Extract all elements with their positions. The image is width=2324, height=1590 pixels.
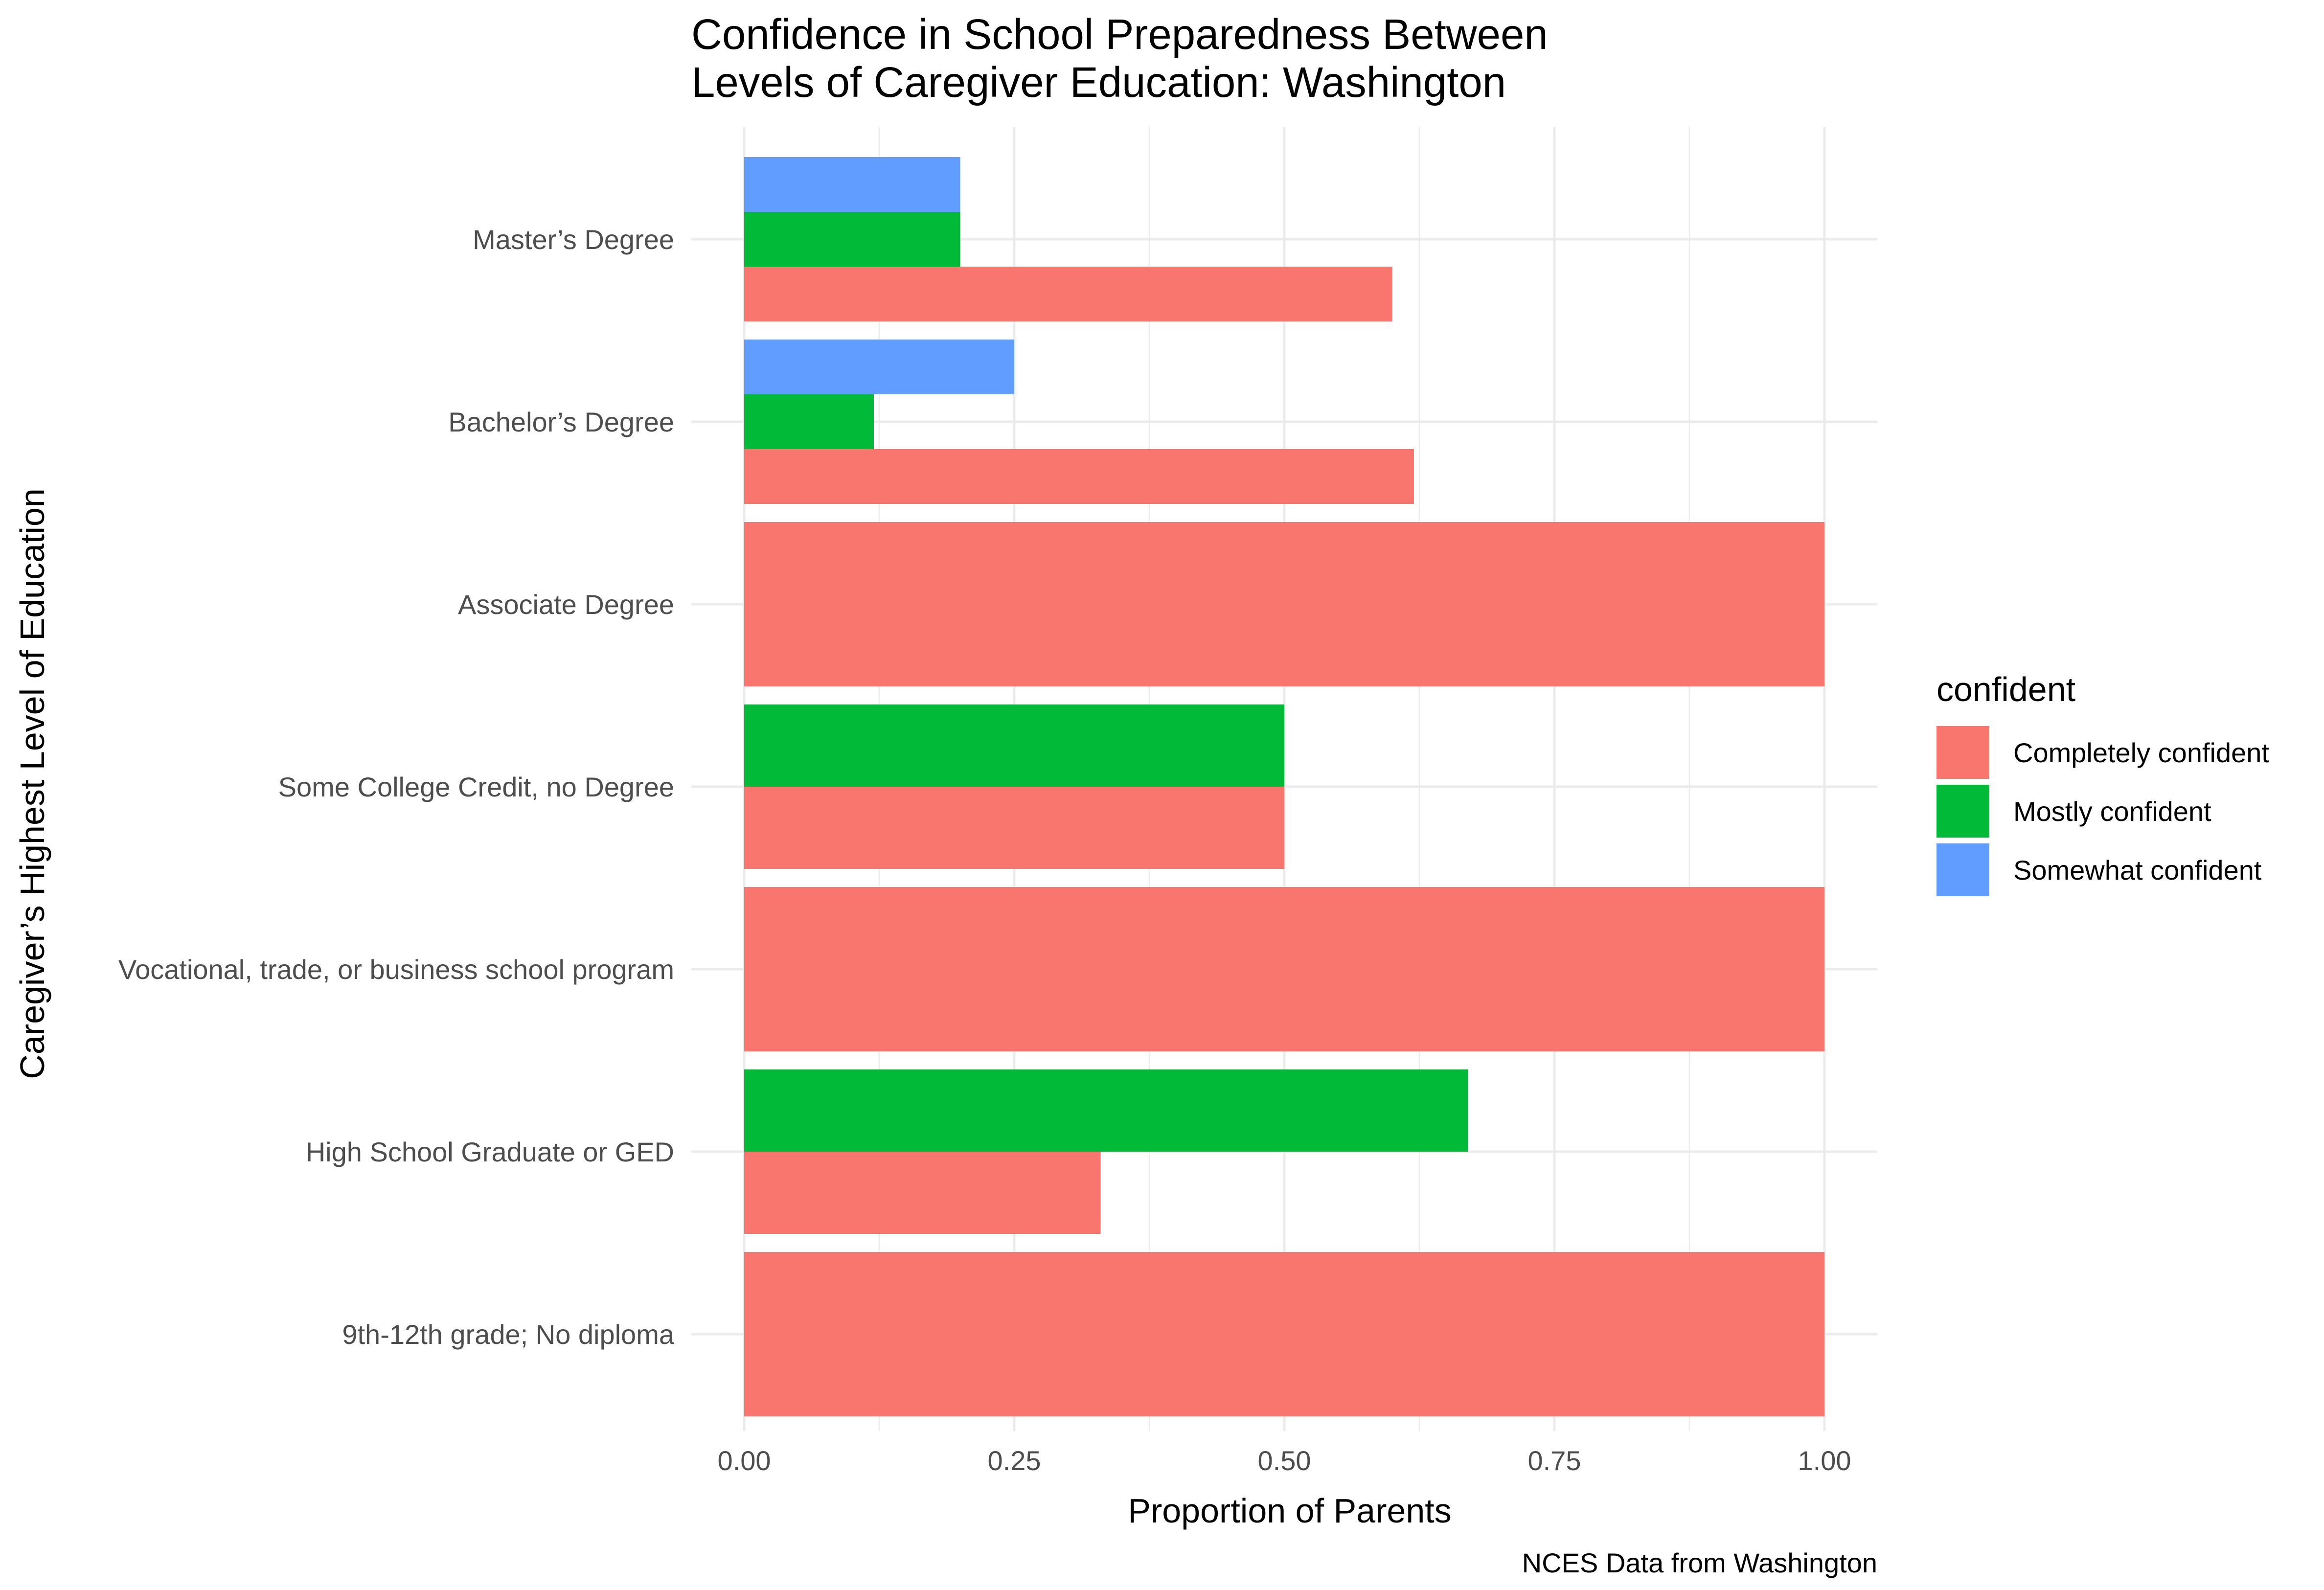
bar-mostly-confident — [744, 704, 1284, 787]
bar-completely-confident — [744, 522, 1824, 686]
y-tick-label: Bachelor’s Degree — [448, 407, 674, 437]
y-tick-label: 9th-12th grade; No diploma — [342, 1319, 675, 1350]
x-tick-label: 0.25 — [988, 1445, 1041, 1476]
chart-title-line-2: Levels of Caregiver Education: Washingto… — [691, 59, 1506, 106]
y-tick-label: Associate Degree — [458, 589, 674, 620]
legend-swatch — [1937, 843, 1989, 896]
y-tick-label: Vocational, trade, or business school pr… — [118, 954, 674, 985]
y-tick-labels: Master’s Degree Bachelor’s Degree Associat… — [118, 224, 675, 1350]
x-tick-label: 0.00 — [718, 1445, 771, 1476]
legend-label: Mostly confident — [2013, 796, 2211, 827]
x-tick-labels: 0.00 0.25 0.50 0.75 1.00 — [718, 1445, 1851, 1476]
bar-completely-confident — [744, 1152, 1101, 1234]
x-tick-label: 1.00 — [1798, 1445, 1851, 1476]
bar-somewhat-confident — [744, 157, 960, 212]
legend-title: confident — [1937, 670, 2075, 708]
legend: confident Completely confident Mostly con… — [1937, 670, 2269, 896]
chart-caption: NCES Data from Washington — [1522, 1547, 1877, 1578]
y-tick-label: High School Graduate or GED — [306, 1136, 674, 1167]
bar-completely-confident — [744, 267, 1392, 321]
bar-mostly-confident — [744, 1069, 1468, 1152]
y-axis-title: Caregiver’s Highest Level of Education — [13, 488, 51, 1079]
chart-title-line-1: Confidence in School Preparedness Betwee… — [691, 11, 1548, 58]
bar-completely-confident — [744, 787, 1284, 869]
bar-completely-confident — [744, 1252, 1824, 1416]
bar-somewhat-confident — [744, 340, 1014, 394]
bar-mostly-confident — [744, 212, 960, 267]
legend-label: Somewhat confident — [2013, 855, 2262, 886]
x-tick-label: 0.50 — [1258, 1445, 1311, 1476]
bar-completely-confident — [744, 887, 1824, 1051]
x-axis-title: Proportion of Parents — [1128, 1492, 1451, 1530]
x-tick-label: 0.75 — [1528, 1445, 1581, 1476]
legend-swatch — [1937, 726, 1989, 779]
bars — [744, 157, 1824, 1416]
legend-swatch — [1937, 785, 1989, 838]
y-tick-label: Master’s Degree — [473, 224, 674, 255]
legend-label: Completely confident — [2013, 737, 2269, 768]
bar-completely-confident — [744, 449, 1414, 504]
bar-mostly-confident — [744, 394, 874, 449]
y-tick-label: Some College Credit, no Degree — [278, 772, 674, 802]
